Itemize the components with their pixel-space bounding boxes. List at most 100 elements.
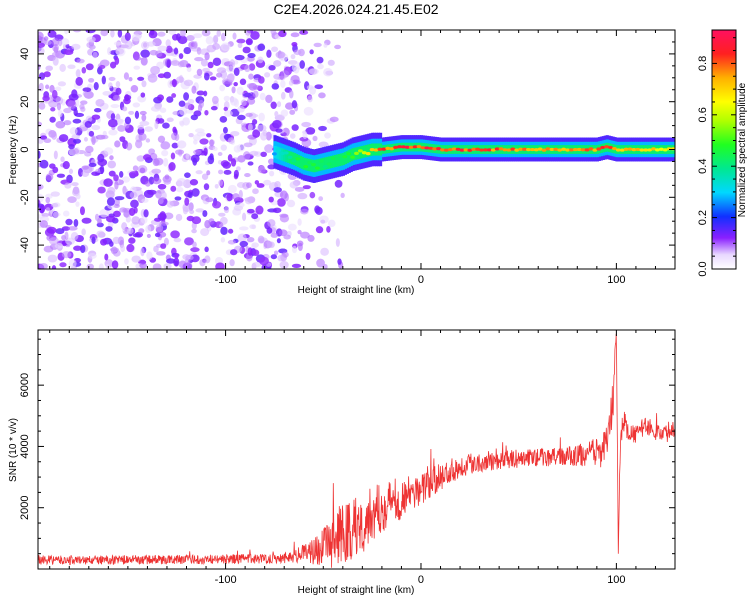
- signal-peak: [510, 147, 516, 151]
- noise-blob: [305, 252, 311, 260]
- signal-peak: [471, 147, 477, 151]
- signal-band-cell: [277, 147, 281, 160]
- noise-blob: [100, 30, 109, 37]
- noise-blob: [97, 186, 106, 194]
- noise-blob: [64, 231, 69, 241]
- noise-blob: [168, 30, 177, 36]
- noise-blob: [254, 180, 260, 185]
- noise-blob: [110, 103, 120, 109]
- noise-blob: [174, 196, 182, 201]
- noise-blob: [168, 162, 176, 171]
- signal-band-cell: [324, 157, 328, 170]
- noise-blob: [294, 186, 305, 192]
- noise-blob: [45, 84, 50, 90]
- noise-blob: [220, 237, 226, 243]
- noise-blob: [45, 173, 54, 181]
- signal-peak: [315, 166, 320, 170]
- noise-blob: [54, 86, 62, 91]
- noise-blob: [195, 170, 203, 175]
- noise-blob: [98, 263, 104, 269]
- noise-blob: [226, 193, 233, 202]
- noise-blob: [139, 110, 147, 116]
- noise-blob: [85, 63, 94, 71]
- spectrogram-y-tick-label: -40: [19, 237, 31, 253]
- noise-blob: [137, 165, 148, 174]
- noise-blob: [196, 68, 203, 76]
- noise-blob: [189, 179, 199, 186]
- noise-blob: [45, 207, 50, 212]
- noise-blob: [81, 228, 86, 236]
- noise-blob: [114, 196, 125, 201]
- signal-peak: [576, 147, 582, 152]
- noise-blob: [246, 97, 256, 105]
- noise-blob: [38, 47, 45, 55]
- noise-blob: [274, 180, 281, 189]
- noise-blob: [107, 220, 114, 228]
- noise-blob: [286, 199, 296, 208]
- noise-blob: [138, 228, 145, 234]
- noise-blob: [227, 137, 235, 144]
- noise-blob: [64, 30, 69, 35]
- noise-blob: [246, 208, 255, 214]
- noise-blob: [280, 91, 286, 100]
- noise-blob: [299, 60, 306, 69]
- noise-blob: [190, 114, 198, 121]
- signal-peak: [408, 145, 414, 149]
- noise-blob: [123, 209, 130, 218]
- noise-blob: [138, 133, 147, 141]
- signal-band-cell: [330, 155, 334, 168]
- noise-blob: [128, 77, 133, 82]
- signal-peak: [326, 162, 332, 166]
- spectrogram-panel: -100 0 100 -40 -20 0 20 40 Height of straight l…: [8, 29, 676, 296]
- noise-blob: [155, 190, 162, 199]
- colorbar-tick-label: 0.0: [697, 261, 709, 276]
- signal-peak: [428, 146, 434, 150]
- signal-band-cell: [273, 145, 277, 158]
- signal-peak: [463, 148, 469, 152]
- noise-blob: [245, 39, 253, 45]
- noise-blob: [107, 186, 116, 195]
- noise-blob: [38, 102, 46, 110]
- noise-blob: [240, 99, 247, 107]
- noise-blob: [115, 94, 121, 101]
- noise-blob: [264, 72, 271, 78]
- noise-blob: [128, 237, 136, 244]
- noise-blob: [218, 179, 224, 187]
- noise-blob: [277, 254, 285, 262]
- noise-blob: [145, 138, 151, 143]
- noise-blob: [153, 157, 164, 166]
- signal-peak: [404, 145, 410, 149]
- noise-blob: [154, 232, 161, 238]
- noise-blob: [114, 198, 120, 207]
- noise-blob: [73, 30, 82, 33]
- noise-blob: [243, 92, 253, 98]
- noise-blob: [316, 258, 325, 268]
- noise-blob: [218, 212, 226, 217]
- noise-blob: [166, 258, 176, 264]
- noise-blob: [161, 149, 169, 157]
- noise-blob: [171, 93, 177, 98]
- noise-blob: [173, 257, 180, 267]
- noise-blob: [191, 228, 197, 234]
- noise-blob: [53, 150, 58, 160]
- noise-blob: [170, 230, 180, 239]
- noise-blob: [266, 227, 273, 234]
- noise-blob: [213, 34, 219, 44]
- noise-blob: [49, 116, 56, 123]
- signal-band-cell: [318, 158, 322, 171]
- noise-blob: [43, 245, 54, 253]
- noise-blob: [95, 99, 105, 107]
- noise-blob: [327, 59, 335, 66]
- signal-peak: [346, 152, 352, 156]
- noise-blob: [302, 130, 308, 139]
- noise-blob: [297, 192, 308, 200]
- signal-peak: [440, 148, 445, 152]
- noise-blob: [318, 92, 326, 99]
- noise-blob: [123, 72, 130, 80]
- signal-peak: [553, 147, 559, 151]
- noise-blob: [50, 107, 56, 112]
- noise-blob: [73, 218, 79, 228]
- snr-y-tick-label: 2000: [19, 495, 31, 519]
- noise-blob: [67, 226, 78, 231]
- noise-blob: [176, 33, 181, 42]
